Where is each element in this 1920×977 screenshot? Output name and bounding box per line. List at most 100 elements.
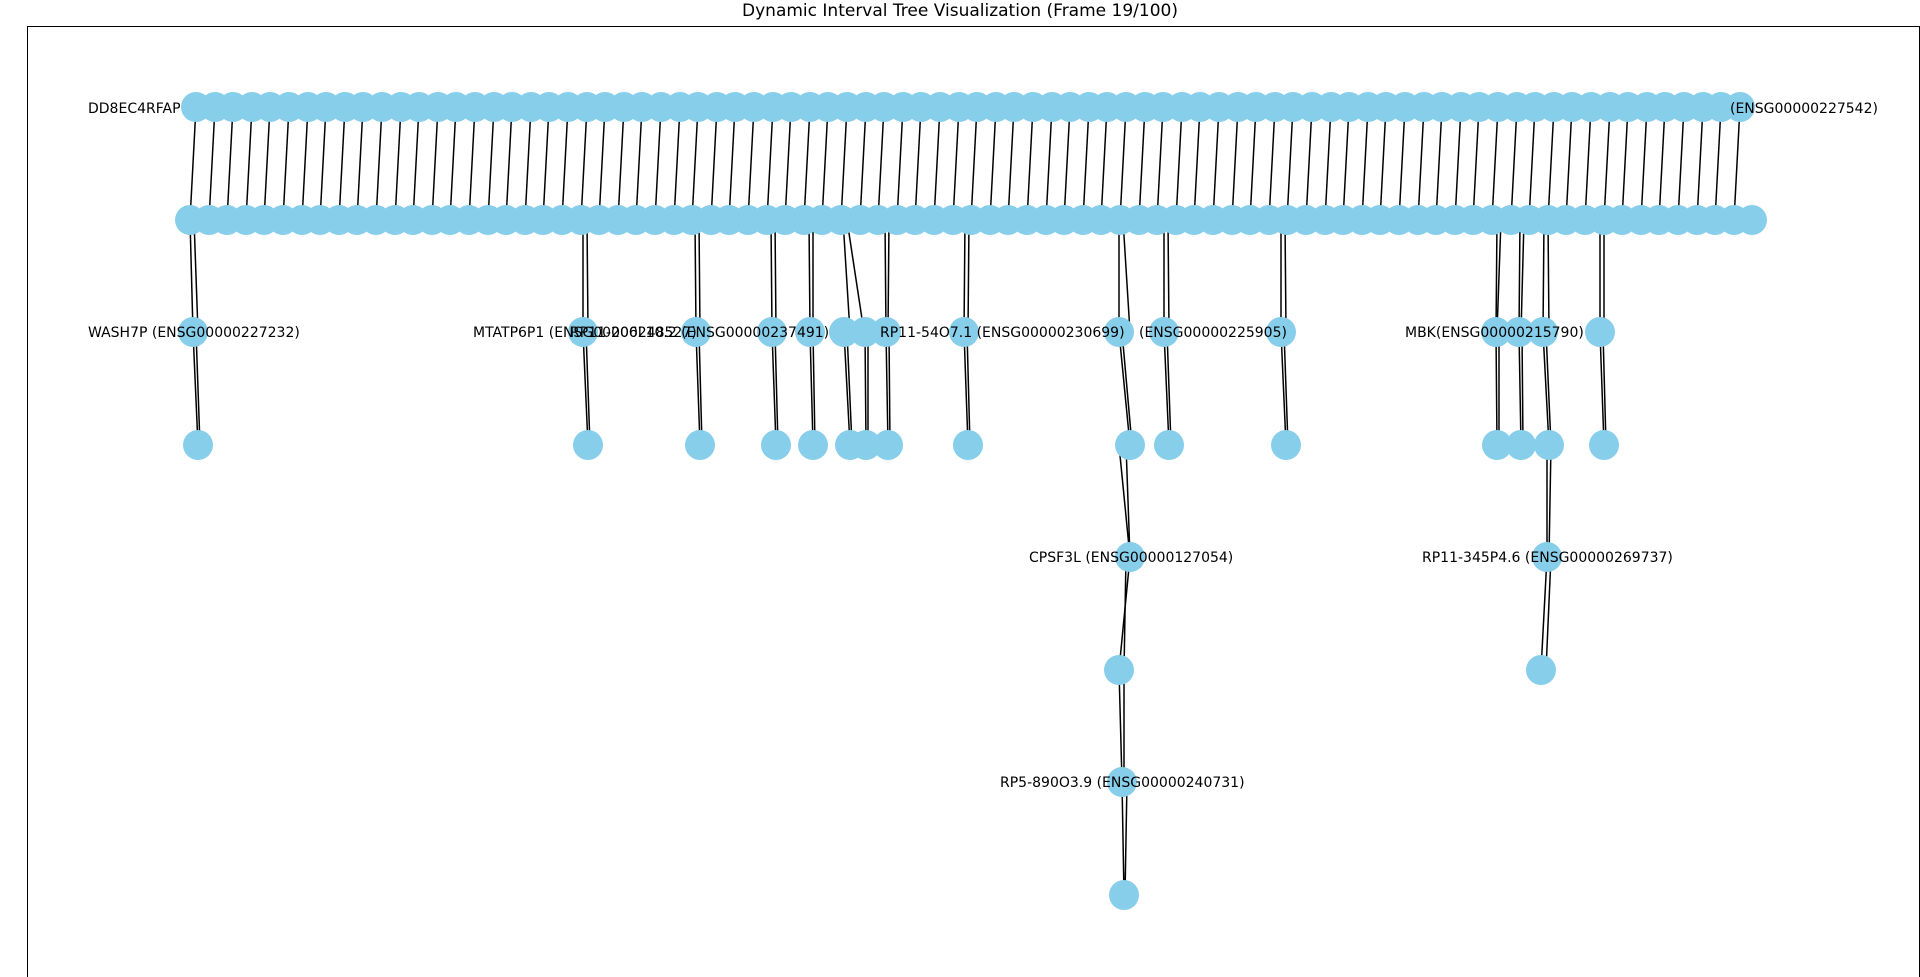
edge-top-mid — [487, 106, 495, 221]
edge-top-mid — [1472, 106, 1480, 221]
label-top-right: (ENSG00000227542) — [1730, 101, 1878, 117]
edge-deep — [1125, 444, 1131, 558]
edge-top-mid — [1156, 106, 1164, 221]
edge-top-mid — [821, 106, 829, 221]
edge-mid-row3 — [884, 219, 887, 333]
edge-row3-row4 — [1163, 331, 1170, 446]
edge-top-mid — [1714, 106, 1722, 221]
edge-top-mid — [1231, 106, 1239, 221]
edge-top-mid — [1603, 106, 1611, 221]
edge-top-mid — [468, 106, 476, 221]
tree-node — [1506, 430, 1536, 460]
edge-top-mid — [728, 106, 736, 221]
edge-top-mid — [542, 106, 550, 221]
tree-node — [1725, 92, 1755, 122]
edge-top-mid — [1435, 106, 1443, 221]
edge-top-mid — [1491, 106, 1499, 221]
edge-deep — [1123, 556, 1127, 671]
tree-nodes — [175, 92, 1767, 910]
edge-row3-row4 — [846, 331, 853, 446]
edge-top-mid — [431, 106, 439, 221]
edge-top-mid — [840, 106, 848, 221]
tree-edges — [189, 106, 1741, 896]
tree-node — [1504, 317, 1534, 347]
edge-row3-row4 — [812, 331, 816, 446]
edge-row3-row4 — [1166, 331, 1172, 446]
edge-mid-row3 — [963, 219, 966, 333]
edge-row3-row4 — [698, 331, 703, 446]
edge-top-mid — [1361, 106, 1369, 221]
edge-top-mid — [1342, 106, 1350, 221]
edge-top-mid — [617, 106, 625, 221]
edge-top-mid — [1547, 106, 1555, 221]
tree-node — [953, 430, 983, 460]
label-rp5-890o3: RP5-890O3.9 (ENSG00000240731) — [1000, 775, 1245, 791]
edge-top-mid — [561, 106, 569, 221]
tree-node — [1589, 430, 1619, 460]
edge-row3-row4 — [1280, 331, 1287, 446]
edge-top-mid — [933, 106, 941, 221]
edge-top-mid — [635, 106, 643, 221]
edge-top-mid — [989, 106, 997, 221]
edge-mid-row3 — [586, 219, 589, 333]
edge-row3-row4 — [963, 331, 969, 446]
edge-top-mid — [1138, 106, 1146, 221]
edge-row3-row4 — [1602, 331, 1607, 446]
tree-node — [178, 317, 208, 347]
tree-node — [1528, 317, 1558, 347]
edge-mid-row3 — [887, 219, 890, 333]
edge-top-mid — [1007, 106, 1015, 221]
edge-mid-row3 — [1542, 219, 1545, 333]
tree-node — [1109, 880, 1139, 910]
edge-top-mid — [952, 106, 960, 221]
edge-mid-row3 — [770, 219, 773, 333]
edge-mid-row3 — [1496, 219, 1502, 333]
tree-node — [1154, 430, 1184, 460]
tree-node — [871, 317, 901, 347]
tree-node — [761, 430, 791, 460]
edge-top-mid — [208, 106, 216, 221]
tree-node — [1104, 655, 1134, 685]
edge-top-mid — [1417, 106, 1425, 221]
edge-top-mid — [710, 106, 718, 221]
edge-mid-row3 — [846, 219, 865, 333]
tree-node — [795, 317, 825, 347]
chart-title: Dynamic Interval Tree Visualization (Fra… — [742, 1, 1178, 21]
edge-top-mid — [691, 106, 699, 221]
edge-top-mid — [970, 106, 978, 221]
edge-mid-row3 — [967, 219, 970, 333]
edge-row3-row4 — [1599, 331, 1605, 446]
edge-top-mid — [654, 106, 662, 221]
edge-row3-row4 — [885, 331, 889, 446]
edge-top-mid — [1454, 106, 1462, 221]
edge-top-mid — [189, 106, 197, 221]
edge-top-mid — [580, 106, 588, 221]
edge-deep — [1124, 781, 1128, 896]
edge-top-mid — [319, 106, 327, 221]
edge-top-mid — [1658, 106, 1666, 221]
edge-row3-row4 — [864, 331, 867, 446]
tree-node — [1585, 317, 1615, 347]
edge-deep — [1545, 556, 1552, 671]
edge-row3-row4 — [774, 331, 779, 446]
edge-top-mid — [282, 106, 290, 221]
tree-node — [1481, 317, 1511, 347]
edge-top-mid — [1063, 106, 1071, 221]
label-cpsf3l: CPSF3L (ENSG00000127054) — [1029, 550, 1233, 566]
edge-top-mid — [784, 106, 792, 221]
tree-node — [850, 317, 880, 347]
edge-row3-row4 — [771, 331, 777, 446]
tree-node — [1526, 655, 1556, 685]
edge-top-mid — [1100, 106, 1108, 221]
label-top-left: DD8EC4RFAP — [88, 101, 181, 117]
edge-deep — [1118, 444, 1131, 558]
edge-mid-row3 — [1518, 219, 1521, 333]
tree-node — [681, 317, 711, 347]
edge-top-mid — [766, 106, 774, 221]
tree-node — [873, 430, 903, 460]
tree-node — [1107, 767, 1137, 797]
edge-top-mid — [1175, 106, 1183, 221]
edge-top-mid — [356, 106, 364, 221]
edge-row3-row4 — [809, 331, 814, 446]
